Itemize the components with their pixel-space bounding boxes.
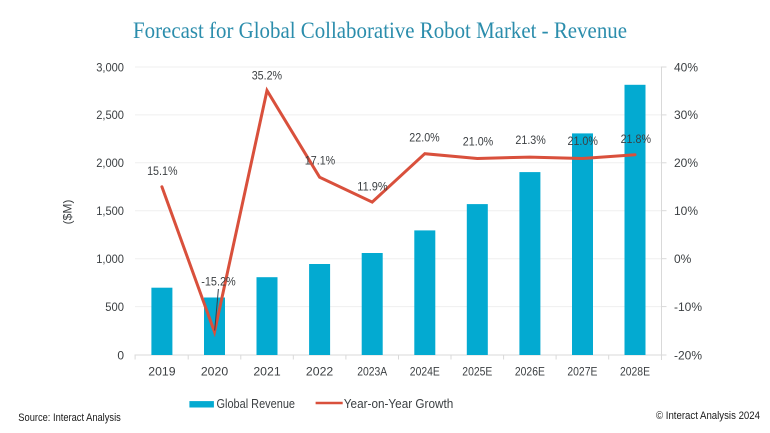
- svg-text:11.9%: 11.9%: [357, 180, 388, 194]
- svg-text:10%: 10%: [674, 204, 698, 218]
- svg-text:21.8%: 21.8%: [621, 132, 652, 146]
- svg-text:21.0%: 21.0%: [463, 134, 494, 148]
- svg-text:2019: 2019: [148, 364, 176, 378]
- svg-text:-10%: -10%: [674, 300, 702, 314]
- svg-text:($M): ($M): [61, 200, 75, 225]
- svg-text:2027E: 2027E: [567, 364, 597, 378]
- svg-text:30%: 30%: [674, 108, 698, 122]
- svg-text:2021: 2021: [253, 364, 281, 378]
- svg-text:0: 0: [117, 348, 124, 362]
- svg-text:35.2%: 35.2%: [252, 68, 283, 82]
- svg-text:2,000: 2,000: [96, 156, 124, 170]
- svg-text:17.1%: 17.1%: [305, 154, 336, 168]
- svg-text:500: 500: [105, 300, 124, 314]
- svg-text:© Interact Analysis 2024: © Interact Analysis 2024: [656, 410, 760, 422]
- svg-text:3,000: 3,000: [96, 60, 124, 74]
- svg-text:2024E: 2024E: [410, 364, 440, 378]
- svg-text:21.0%: 21.0%: [568, 134, 599, 148]
- svg-text:2026E: 2026E: [515, 364, 545, 378]
- svg-text:2025E: 2025E: [462, 364, 492, 378]
- svg-text:15.1%: 15.1%: [147, 164, 178, 178]
- svg-text:40%: 40%: [674, 60, 698, 74]
- svg-text:22.0%: 22.0%: [409, 131, 440, 145]
- svg-text:Forecast for Global Collaborat: Forecast for Global Collaborative Robot …: [133, 18, 627, 43]
- svg-text:Global Revenue: Global Revenue: [217, 397, 296, 411]
- svg-text:-20%: -20%: [674, 348, 702, 362]
- svg-text:20%: 20%: [674, 156, 698, 170]
- svg-text:1,000: 1,000: [96, 252, 124, 266]
- svg-text:21.3%: 21.3%: [515, 133, 546, 147]
- svg-text:Year-on-Year Growth: Year-on-Year Growth: [344, 397, 454, 411]
- svg-text:2023A: 2023A: [357, 364, 387, 378]
- svg-text:2,500: 2,500: [96, 108, 124, 122]
- svg-text:-15.2%: -15.2%: [201, 274, 236, 288]
- svg-text:2020: 2020: [201, 364, 229, 378]
- svg-text:Source: Interact Analysis: Source: Interact Analysis: [18, 412, 121, 424]
- svg-text:0%: 0%: [674, 252, 692, 266]
- svg-text:2028E: 2028E: [620, 364, 650, 378]
- svg-text:2022: 2022: [306, 364, 334, 378]
- svg-text:1,500: 1,500: [96, 204, 124, 218]
